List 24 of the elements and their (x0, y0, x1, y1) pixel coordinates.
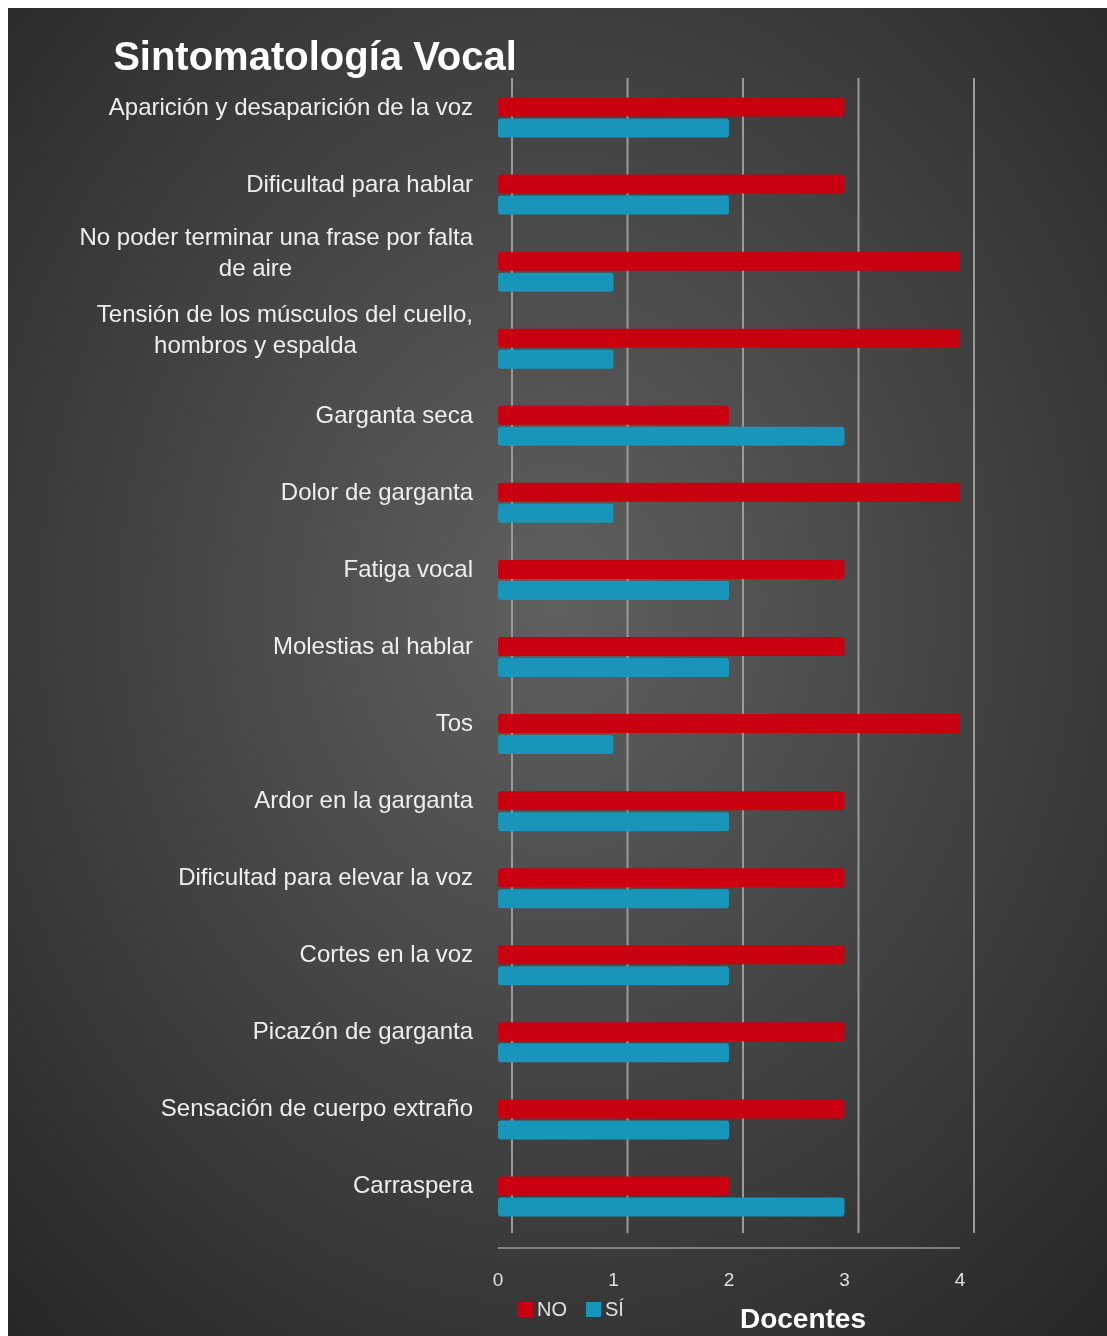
y-tick-label: Cortes en la voz (299, 940, 473, 968)
y-tick-label: Aparición y desaparición de la voz (108, 92, 473, 120)
x-tick-label: 2 (723, 1269, 735, 1290)
chart-title: Sintomatología Vocal (113, 34, 517, 78)
y-tick-label: Sensación de cuerpo extraño (160, 1094, 473, 1122)
x-tick-label: 3 (839, 1269, 850, 1290)
y-tick-label: Tensión de los músculos del cuello, hombros y espalda (96, 300, 473, 359)
y-tick-label: Ardor en la garganta (254, 786, 474, 814)
y-tick-label: Fatiga vocal (343, 554, 473, 582)
legend-label: SÍ (605, 1298, 625, 1320)
y-tick-label: Tos (435, 709, 473, 737)
y-tick-label: Dolor de garganta (280, 477, 474, 505)
legend-label: NO (537, 1298, 567, 1320)
x-tick-label: 0 (492, 1269, 504, 1290)
y-tick-label: Picazón de garganta (252, 1017, 474, 1045)
y-tick-label: Dificultad para hablar (246, 169, 473, 197)
y-tick-label: No poder terminar una frase por falta de aire (79, 223, 474, 282)
y-tick-label: Garganta seca (315, 400, 474, 428)
y-tick-label: Carraspera (352, 1171, 474, 1199)
x-tick-label: 4 (954, 1269, 966, 1290)
y-tick-label: Molestias al hablar (272, 632, 473, 659)
y-tick-label: Dificultad para elevar la voz (178, 863, 473, 891)
x-tick-label: 1 (608, 1269, 619, 1290)
x-axis-title: Docentes (739, 1303, 867, 1334)
